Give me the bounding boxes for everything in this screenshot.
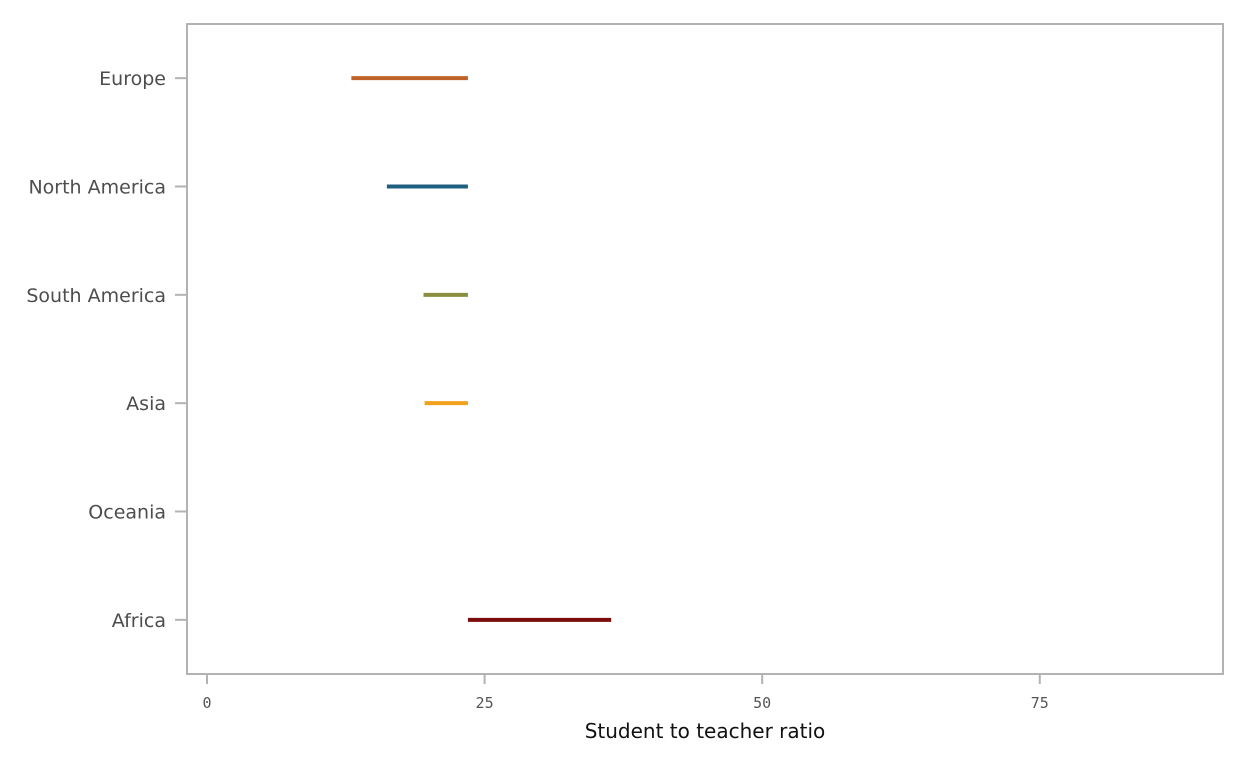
- x-axis-title: Student to teacher ratio: [585, 719, 826, 743]
- y-tick-label-oceania: Oceania: [88, 502, 166, 524]
- range-bars: [351, 76, 612, 622]
- x-tick-label-25: 25: [476, 694, 494, 712]
- x-axis: 0 25 50 75: [202, 674, 1049, 712]
- x-tick-label-75: 75: [1031, 694, 1049, 712]
- y-tick-label-north-america: North America: [28, 177, 166, 199]
- y-tick-label-europe: Europe: [99, 68, 166, 90]
- plot-frame: [186, 23, 1224, 675]
- y-axis: Europe North America South America Asia Ocea…: [26, 68, 187, 632]
- y-tick-label-africa: Africa: [112, 610, 166, 632]
- x-tick-label-50: 50: [753, 694, 771, 712]
- y-tick-label-asia: Asia: [126, 393, 166, 415]
- y-tick-label-south-america: South America: [26, 285, 166, 307]
- x-tick-label-0: 0: [202, 694, 211, 712]
